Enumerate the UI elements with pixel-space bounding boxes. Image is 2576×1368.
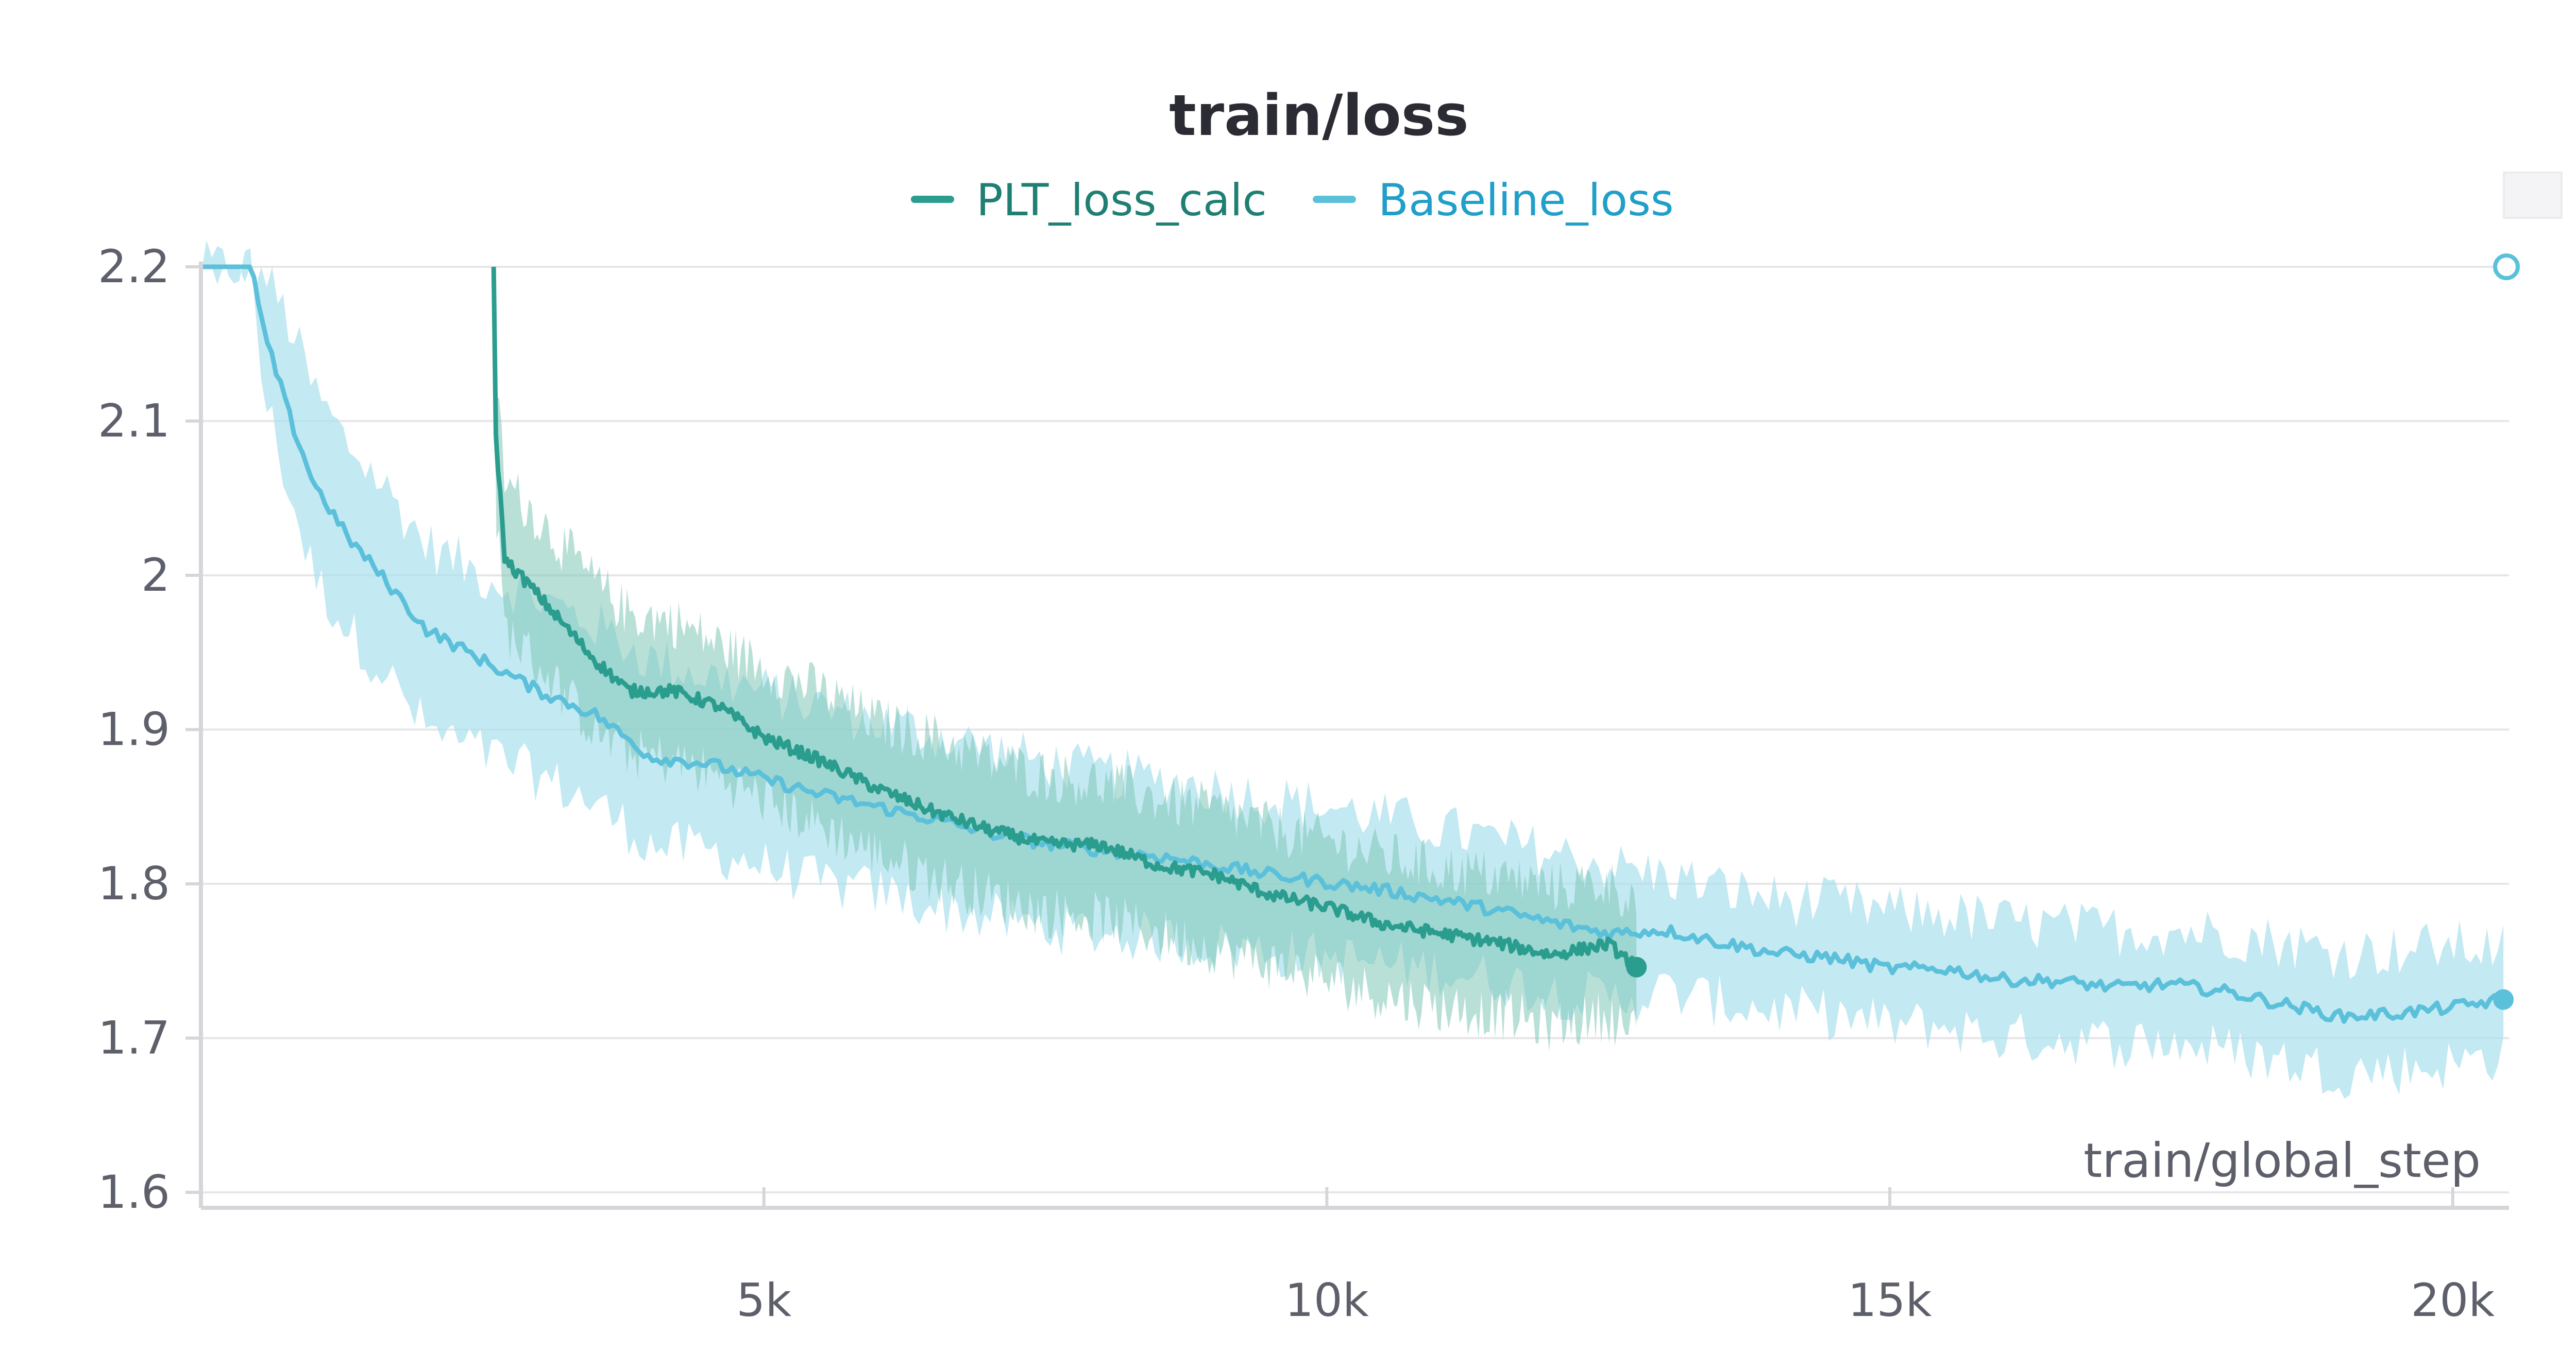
y-tick-label: 1.6 bbox=[98, 1166, 170, 1219]
endpoint-plt-loss-calc[interactable] bbox=[1626, 956, 1647, 978]
line-baseline-loss[interactable] bbox=[201, 264, 2505, 1024]
x-tick-label: 15k bbox=[1848, 1274, 1932, 1327]
legend-label-plt-loss-calc[interactable]: PLT_loss_calc bbox=[976, 175, 1267, 226]
axes bbox=[199, 262, 2509, 1210]
y-tick-label: 2.2 bbox=[98, 240, 170, 293]
confidence-bands bbox=[201, 240, 2504, 1099]
series-lines bbox=[201, 264, 2514, 1024]
legend-label-baseline-loss[interactable]: Baseline_loss bbox=[1378, 175, 1674, 226]
chart-title: train/loss bbox=[1169, 82, 1468, 148]
x-tick-label: 20k bbox=[2411, 1274, 2495, 1327]
x-tick-label: 10k bbox=[1285, 1274, 1369, 1327]
hover-marker-icon[interactable] bbox=[2493, 253, 2520, 280]
line-plt-loss-calc[interactable] bbox=[491, 266, 1637, 968]
tick-labels: 1.6 1.7 1.8 1.9 2 2.1 2.2 5k 10k 15k 20k bbox=[98, 240, 2495, 1327]
y-tick-label: 1.7 bbox=[98, 1012, 170, 1065]
endpoint-baseline-loss[interactable] bbox=[2493, 989, 2514, 1010]
x-tick-label: 5k bbox=[736, 1274, 791, 1327]
y-tick-label: 2.1 bbox=[98, 395, 170, 448]
band-plt-loss-calc bbox=[494, 267, 1637, 1051]
chart-control-button[interactable] bbox=[2503, 172, 2563, 219]
legend: PLT_loss_calc Baseline_loss bbox=[911, 175, 1674, 226]
y-tick-label: 2 bbox=[141, 549, 170, 602]
y-tick-label: 1.9 bbox=[98, 703, 170, 756]
y-tick-label: 1.8 bbox=[98, 857, 170, 910]
x-axis-title: train/global_step bbox=[2083, 1133, 2481, 1188]
